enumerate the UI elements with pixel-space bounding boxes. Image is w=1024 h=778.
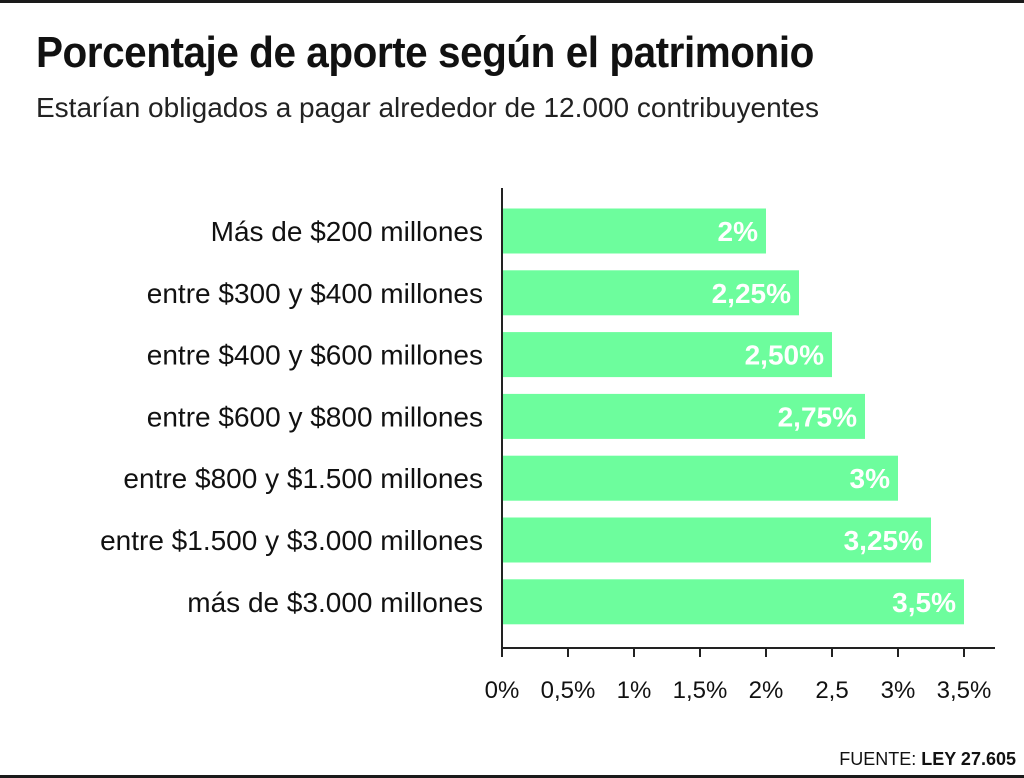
bar [502, 455, 898, 501]
bar-value-label: 3,25% [844, 525, 923, 556]
source-name: LEY 27.605 [921, 749, 1016, 769]
category-label: entre $600 y $800 millones [147, 401, 483, 432]
x-tick-label: 0% [485, 677, 520, 704]
source-note: FUENTE: LEY 27.605 [839, 749, 1016, 770]
category-label: entre $800 y $1.500 millones [123, 463, 483, 494]
category-label: entre $300 y $400 millones [147, 278, 483, 309]
category-label: Más de $200 millones [211, 216, 483, 247]
bar-value-label: 3% [850, 463, 891, 494]
bar-value-label: 2% [718, 216, 759, 247]
bar-value-label: 2,25% [712, 278, 791, 309]
bar [502, 332, 832, 378]
bar-value-label: 2,75% [778, 401, 857, 432]
bar [502, 208, 766, 254]
bar [502, 579, 964, 625]
x-tick-label: 0,5% [541, 677, 596, 704]
bar-value-label: 2,50% [745, 340, 824, 371]
chart-title: Porcentaje de aporte según el patrimonio [36, 28, 814, 77]
bar [502, 393, 865, 439]
bar [502, 517, 931, 563]
x-tick-label: 2,5 [815, 677, 848, 704]
category-label: entre $1.500 y $3.000 millones [100, 525, 483, 556]
x-tick-label: 2% [749, 677, 784, 704]
x-tick-label: 3,5% [937, 677, 992, 704]
x-tick-label: 1,5% [673, 677, 728, 704]
source-prefix: FUENTE: [839, 749, 917, 769]
bar-value-label: 3,5% [892, 587, 956, 618]
chart-subtitle: Estarían obligados a pagar alrededor de … [36, 92, 819, 123]
x-tick-label: 1% [617, 677, 652, 704]
category-label: más de $3.000 millones [187, 587, 483, 618]
category-label: entre $400 y $600 millones [147, 340, 483, 371]
bar [502, 270, 799, 316]
x-tick-label: 3% [881, 677, 916, 704]
